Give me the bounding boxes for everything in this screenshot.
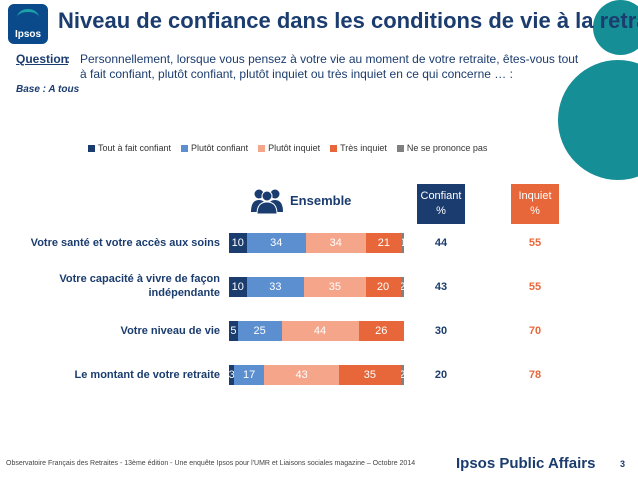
question-text: Personnellement, lorsque vous pensez à v… <box>80 52 579 81</box>
category-label-2: Votre niveau de vie <box>120 325 220 337</box>
inquiet-value-0: 55 <box>528 237 542 249</box>
legend-swatch-4 <box>396 144 404 152</box>
legend-label-1: Plutôt confiant <box>191 143 249 153</box>
category-label-3: Le montant de votre retraite <box>74 369 220 381</box>
logo-swoosh-icon <box>17 9 39 26</box>
question-label: Question <box>16 52 69 66</box>
chart-legend: Tout à fait confiant Plutôt confiant Plutô… <box>88 143 487 153</box>
legend-label-0: Tout à fait confiant <box>98 143 172 153</box>
category-label-0: Votre santé et votre accès aux soins <box>30 237 220 249</box>
legend-item-0: Tout à fait confiant <box>88 143 171 153</box>
bar-segment-1-3: 20 <box>365 277 401 297</box>
question-colon: : <box>66 52 70 66</box>
bar-segment-2-2: 44 <box>281 321 359 341</box>
legend-swatch-2 <box>258 144 266 152</box>
bar-segment-1-1: 33 <box>246 277 305 297</box>
people-group-icon <box>251 189 283 214</box>
inquiet-header-line1: Inquiet <box>518 190 552 202</box>
category-label-1: Votre capacité à vivre de façon indépend… <box>59 273 220 299</box>
page-number: 3 <box>620 459 626 469</box>
decorative-circle-small <box>593 0 638 55</box>
brand-name: Ipsos Public Affairs <box>456 455 596 472</box>
bar-segment-0-4: 1 <box>402 233 404 253</box>
confiant-value-3: 20 <box>434 369 448 381</box>
inquiet-value-1: 55 <box>528 281 542 293</box>
inquiet-value-2: 70 <box>528 325 542 337</box>
legend-label-2: Plutôt inquiet <box>268 143 321 153</box>
inquiet-column-header: Inquiet % <box>511 184 559 224</box>
footer-text: Observatoire Français des Retraites - 13… <box>6 460 416 467</box>
legend-item-4: Ne se prononce pas <box>396 143 488 153</box>
bar-segment-3-4: 2 <box>400 365 404 385</box>
confiant-column-header: Confiant % <box>417 184 465 224</box>
bar-segment-3-2: 43 <box>264 365 340 385</box>
legend-item-2: Plutôt inquiet <box>258 143 320 153</box>
bar-segment-2-3: 26 <box>358 321 404 341</box>
inquiet-value-3: 78 <box>528 369 542 381</box>
bar-segment-2-1: 25 <box>237 321 282 341</box>
confiant-header-line1: Confiant <box>420 190 462 202</box>
confiant-header-line2: % <box>436 205 446 217</box>
logo-text: Ipsos <box>14 29 42 40</box>
bar-segment-3-3: 35 <box>339 365 401 385</box>
ipsos-logo: Ipsos <box>8 4 48 44</box>
bar-segment-0-3: 21 <box>365 233 403 253</box>
legend-label-4: Ne se prononce pas <box>406 143 488 153</box>
legend-item-1: Plutôt confiant <box>181 143 248 153</box>
bar-segment-2-0: 5 <box>229 321 238 341</box>
legend-label-3: Très inquiet <box>340 143 387 153</box>
confiant-value-1: 43 <box>434 281 448 293</box>
bar-segment-1-2: 35 <box>304 277 366 297</box>
bar-segment-0-2: 34 <box>306 233 366 253</box>
page-title: Niveau de confiance dans les conditions … <box>58 8 638 33</box>
confiant-value-0: 44 <box>434 237 448 249</box>
legend-swatch-3 <box>330 144 338 152</box>
base-note: Base : A tous <box>16 84 80 95</box>
bar-segment-1-0: 10 <box>229 277 247 297</box>
bar-segment-3-0: 3 <box>229 365 235 385</box>
legend-item-3: Très inquiet <box>330 143 387 153</box>
confiant-value-2: 30 <box>434 325 448 337</box>
legend-swatch-1 <box>181 144 189 152</box>
bar-segment-3-1: 17 <box>234 365 264 385</box>
ensemble-label: Ensemble <box>290 193 352 208</box>
bar-segment-0-0: 10 <box>229 233 247 253</box>
inquiet-header-line2: % <box>530 205 540 217</box>
legend-swatch-0 <box>88 144 95 152</box>
bar-segment-1-4: 2 <box>400 277 404 297</box>
bar-segment-0-1: 34 <box>246 233 306 253</box>
